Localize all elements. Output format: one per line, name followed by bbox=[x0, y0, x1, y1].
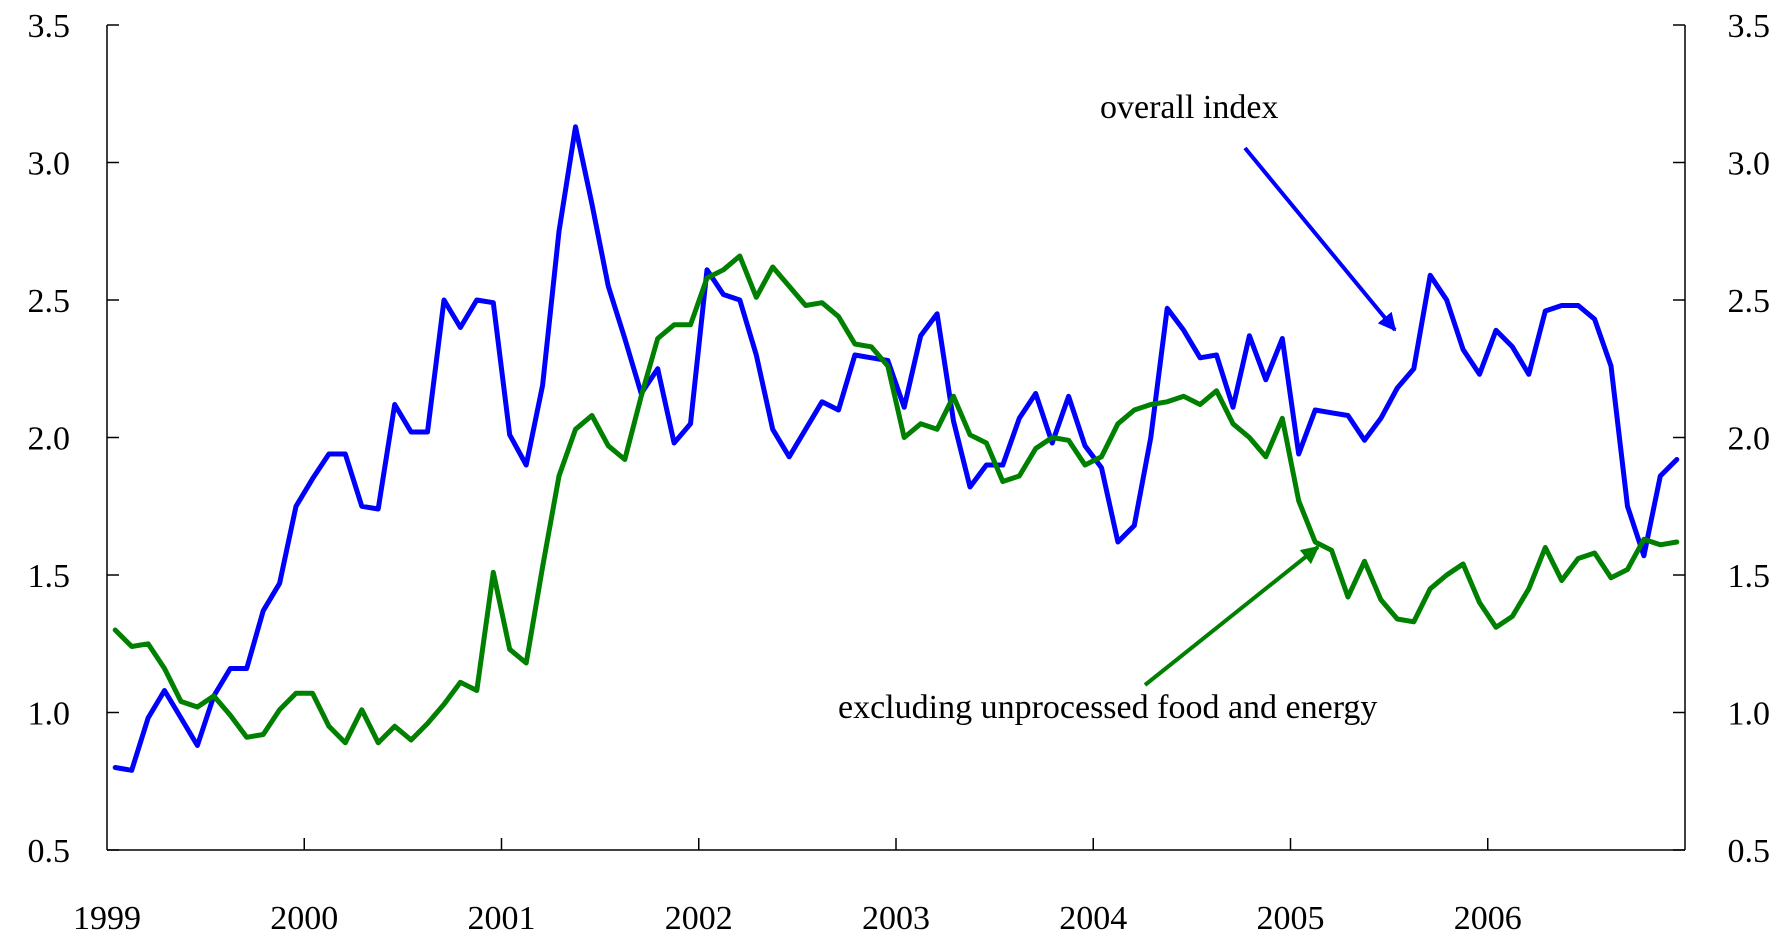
series-group bbox=[112, 124, 1680, 773]
annotation-core-index: excluding unprocessed food and energy bbox=[838, 545, 1377, 726]
right-y-tick-label: 1.5 bbox=[1728, 558, 1771, 595]
overall-index-label: overall index bbox=[1100, 89, 1278, 126]
x-tick-label: 1999 bbox=[73, 900, 141, 937]
annotation-overall-index: overall index bbox=[1100, 89, 1397, 332]
left-y-tick-label: 2.0 bbox=[28, 421, 71, 458]
x-tick-label: 2006 bbox=[1454, 900, 1522, 937]
left-y-tick-label: 1.5 bbox=[28, 558, 71, 595]
left-y-tick-group: 0.5 1.0 1.5 2.0 2.5 3.0 3.5 bbox=[28, 8, 119, 870]
core-index-arrow bbox=[1143, 545, 1320, 687]
x-tick-label: 2004 bbox=[1059, 900, 1127, 937]
x-tick-label: 2001 bbox=[468, 900, 536, 937]
right-y-tick-label: 0.5 bbox=[1728, 833, 1771, 870]
x-tick-label: 2000 bbox=[270, 900, 338, 937]
left-y-tick-label: 3.0 bbox=[28, 146, 71, 183]
series-line-overall bbox=[112, 124, 1680, 773]
right-y-tick-group: 0.5 1.0 1.5 2.0 2.5 3.0 3.5 bbox=[1673, 8, 1770, 870]
x-tick-label: 2002 bbox=[665, 900, 733, 937]
core-index-label: excluding unprocessed food and energy bbox=[838, 689, 1377, 726]
right-y-tick-label: 3.0 bbox=[1728, 146, 1771, 183]
left-y-tick-label: 2.5 bbox=[28, 283, 71, 320]
left-y-tick-label: 3.5 bbox=[28, 8, 71, 45]
overall-index-arrow bbox=[1243, 146, 1397, 332]
right-y-tick-label: 3.5 bbox=[1728, 8, 1771, 45]
x-tick-group: 1999 2000 2001 2002 2003 2004 2005 2006 bbox=[73, 838, 1522, 937]
right-y-tick-label: 2.0 bbox=[1728, 421, 1771, 458]
right-y-tick-label: 1.0 bbox=[1728, 696, 1771, 733]
left-y-tick-label: 0.5 bbox=[28, 833, 71, 870]
left-y-tick-label: 1.0 bbox=[28, 696, 71, 733]
x-tick-label: 2005 bbox=[1257, 900, 1325, 937]
x-tick-label: 2003 bbox=[862, 900, 930, 937]
right-y-tick-label: 2.5 bbox=[1728, 283, 1771, 320]
series-line-core bbox=[112, 253, 1680, 746]
